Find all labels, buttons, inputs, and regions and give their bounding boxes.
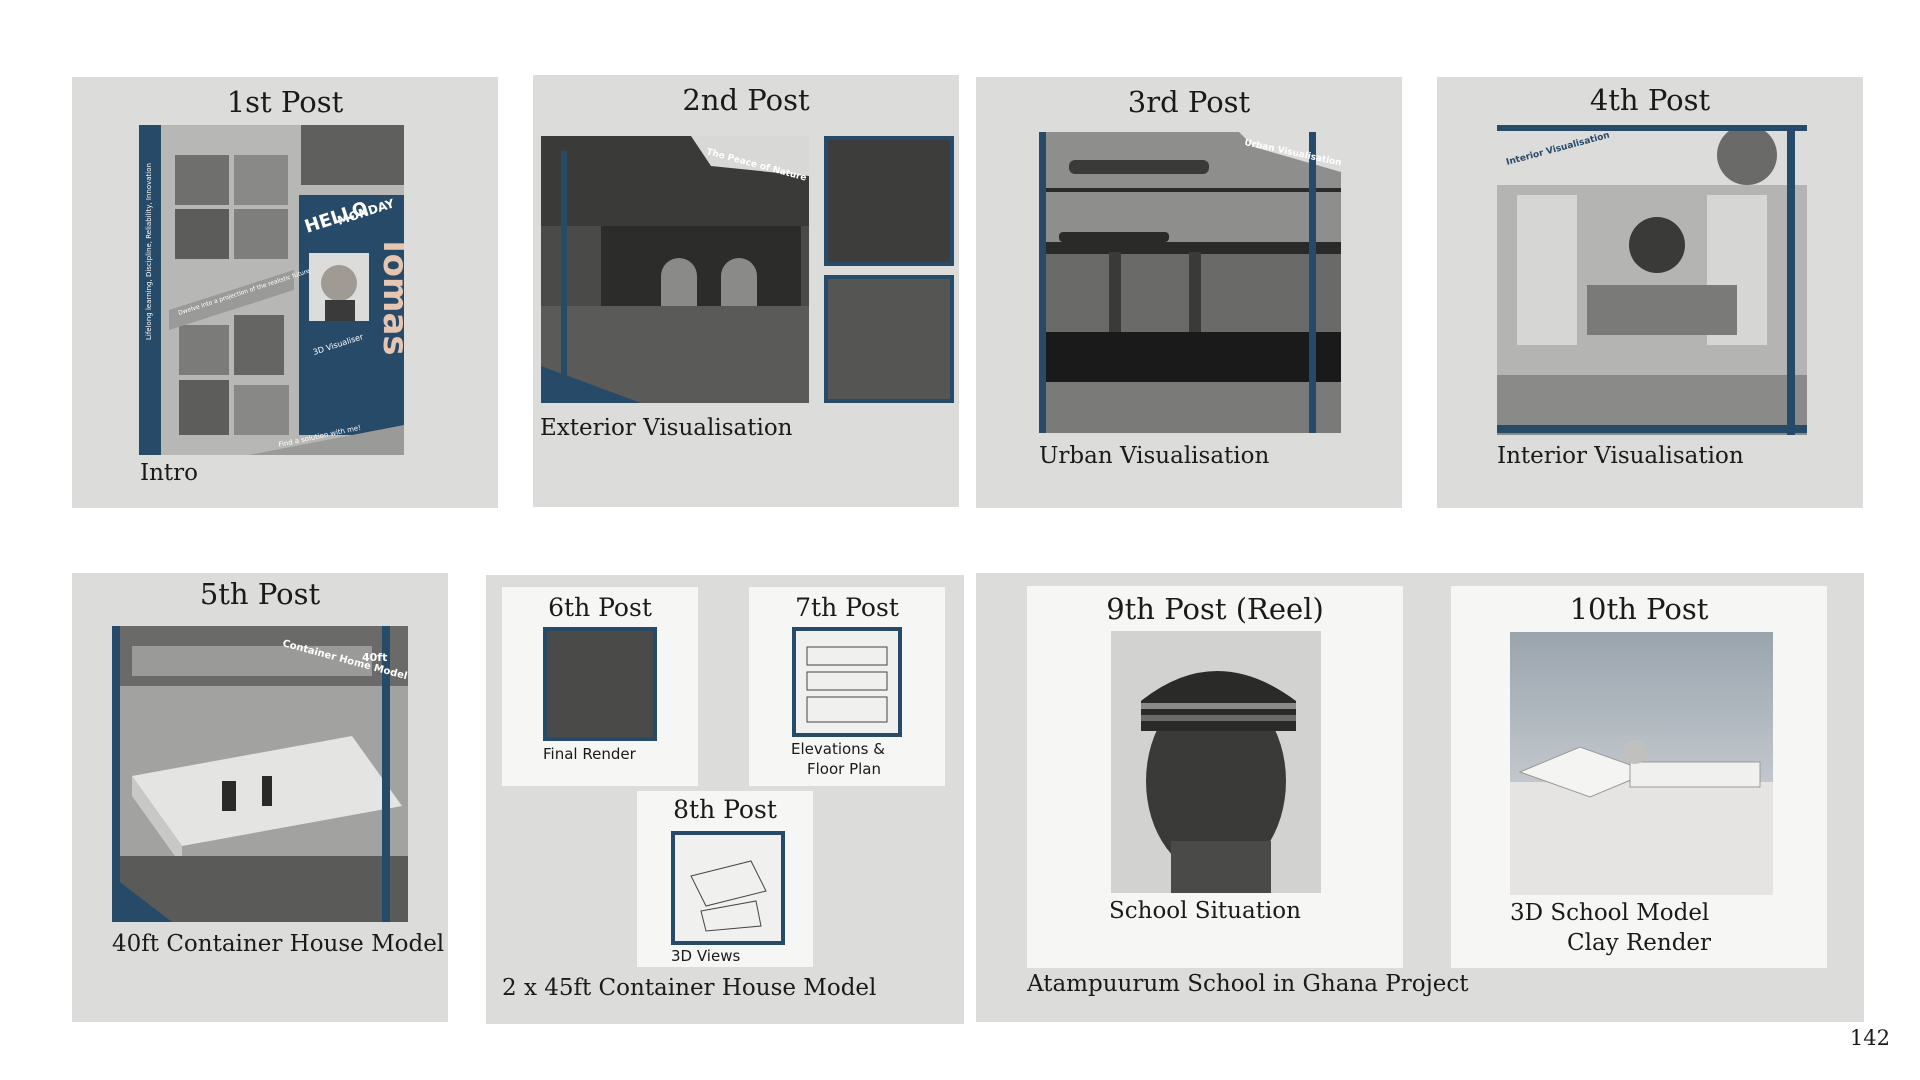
post-5-thumbnail: Container Home Model 40ft	[112, 626, 408, 922]
post-8-drawing	[671, 831, 785, 945]
post-5-caption: 40ft Container House Model	[112, 931, 444, 957]
post-6-title: 6th Post	[502, 593, 698, 622]
post-1-caption: Intro	[140, 460, 198, 486]
school-group-panel: 9th Post (Reel) School Situation 10th Po…	[976, 573, 1864, 1022]
post-4-thumbnail: Interior Visualisation	[1497, 125, 1807, 435]
container-group-panel: 6th Post Final Render 7th Post Elevation…	[486, 575, 964, 1024]
post-2-thumbnail-bottom	[824, 275, 954, 403]
post-6-thumbnail	[543, 627, 657, 741]
post-1-panel: 1st Post Lifelong learning, Discipline, …	[72, 77, 498, 508]
post-5-thumbnail-art: Container Home Model 40ft	[112, 626, 408, 922]
post-8-thumbnail	[671, 831, 785, 945]
post-1-name-text: Tomas	[375, 235, 404, 356]
post-3-thumbnail-art: Urban Visualisation	[1039, 132, 1341, 433]
post-8-title: 8th Post	[637, 795, 813, 824]
post-1-thumbnail-art: Lifelong learning, Discipline, Reliabili…	[139, 125, 404, 455]
container-group-caption: 2 x 45ft Container House Model	[502, 975, 876, 1001]
post-4-panel: 4th Post Interior Visualisation Interior…	[1437, 77, 1863, 508]
post-1-thumbnail: Lifelong learning, Discipline, Reliabili…	[139, 125, 404, 455]
post-10-caption-line1: 3D School Model	[1510, 900, 1709, 926]
post-3-thumbnail: Urban Visualisation	[1039, 132, 1341, 433]
post-9-thumbnail	[1111, 631, 1321, 893]
post-7-thumbnail	[792, 627, 902, 737]
post-3-panel: 3rd Post Urban Visualisation Urban Visua…	[976, 77, 1402, 508]
post-7-title: 7th Post	[749, 593, 945, 622]
post-4-caption: Interior Visualisation	[1497, 443, 1744, 469]
post-7-caption-line1: Elevations &	[791, 740, 885, 758]
post-4-title: 4th Post	[1437, 83, 1863, 117]
post-7-card: 7th Post Elevations & Floor Plan	[749, 587, 945, 786]
post-5-size-text: 40ft	[362, 651, 387, 664]
post-10-title: 10th Post	[1451, 592, 1827, 626]
post-9-title: 9th Post (Reel)	[1027, 592, 1403, 626]
post-2-thumbnail-top	[824, 136, 954, 266]
post-2-title: 2nd Post	[533, 83, 959, 117]
post-8-caption: 3D Views	[671, 947, 740, 965]
post-3-caption: Urban Visualisation	[1039, 443, 1269, 469]
post-10-thumbnail	[1510, 632, 1773, 895]
post-1-title: 1st Post	[72, 85, 498, 119]
post-5-title: 5th Post	[72, 577, 448, 611]
post-7-drawing	[792, 627, 902, 737]
post-2-thumbnail-main-art: The Peace of Nature	[541, 136, 809, 403]
post-9-portrait-art	[1111, 631, 1321, 893]
post-5-panel: 5th Post Container Home Model 40ft 40ft …	[72, 573, 448, 1022]
post-7-caption-line2: Floor Plan	[807, 760, 881, 778]
post-6-card: 6th Post Final Render	[502, 587, 698, 786]
school-group-caption: Atampuurum School in Ghana Project	[1027, 971, 1468, 997]
post-1-motto-text: Lifelong learning, Discipline, Reliabili…	[145, 163, 153, 340]
post-6-caption: Final Render	[543, 745, 636, 763]
page-number: 142	[1850, 1026, 1890, 1050]
post-2-panel: 2nd Post The Peace of Nature Exterior Vi…	[533, 75, 959, 507]
post-10-card: 10th Post 3D School Model Clay Render	[1451, 586, 1827, 968]
post-2-thumbnail-main: The Peace of Nature	[541, 136, 809, 403]
post-9-card: 9th Post (Reel) School Situation	[1027, 586, 1403, 968]
post-3-title: 3rd Post	[976, 85, 1402, 119]
post-8-card: 8th Post 3D Views	[637, 791, 813, 967]
post-2-caption: Exterior Visualisation	[540, 415, 793, 441]
post-9-caption: School Situation	[1109, 898, 1301, 924]
post-10-caption-line2: Clay Render	[1567, 930, 1711, 956]
post-4-thumbnail-art: Interior Visualisation	[1497, 125, 1807, 435]
post-10-clay-render-art	[1510, 632, 1773, 895]
